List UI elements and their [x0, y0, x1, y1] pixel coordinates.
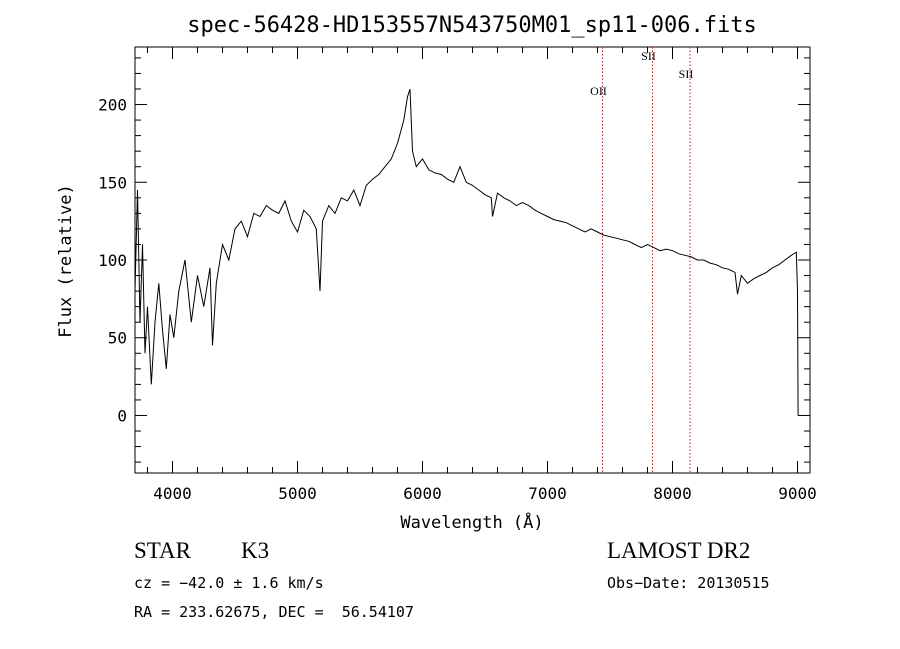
y-axis-ticks: 0 50 100 150 200 — [98, 57, 810, 463]
x-tick-label: 6000 — [403, 484, 442, 503]
x-axis-label: Wavelength (Å) — [400, 511, 543, 533]
line-marker-label: SII — [641, 49, 656, 63]
object-class: STAR — [134, 538, 191, 563]
y-axis-label: Flux (relative) — [56, 184, 76, 338]
y-tick-label: 200 — [98, 96, 127, 115]
x-tick-label: 4000 — [153, 484, 192, 503]
y-tick-label: 0 — [117, 406, 127, 425]
line-marker-label: OII — [590, 84, 607, 98]
redshift-cz: cz = −42.0 ± 1.6 km/s — [134, 574, 324, 592]
object-subclass: K3 — [241, 538, 270, 563]
x-tick-label: 8000 — [653, 484, 692, 503]
line-marker-label: SII — [679, 67, 694, 81]
x-tick-label: 5000 — [278, 484, 317, 503]
observation-date: Obs−Date: 20130515 — [607, 574, 770, 592]
plot-frame — [134, 46, 811, 474]
y-tick-label: 50 — [108, 329, 127, 348]
x-tick-label: 9000 — [778, 484, 817, 503]
emission-line-markers: OII SII SII — [590, 47, 693, 473]
x-axis-ticks: 4000 5000 6000 7000 8000 9000 — [147, 47, 817, 503]
y-tick-label: 100 — [98, 251, 127, 270]
x-tick-label: 7000 — [528, 484, 567, 503]
survey-name: LAMOST DR2 — [607, 538, 751, 563]
chart-title: spec-56428-HD153557N543750M01_sp11-006.f… — [187, 13, 757, 38]
spectrum-line — [134, 88, 799, 416]
y-tick-label: 150 — [98, 173, 127, 192]
coordinates: RA = 233.62675, DEC = 56.54107 — [134, 603, 414, 621]
